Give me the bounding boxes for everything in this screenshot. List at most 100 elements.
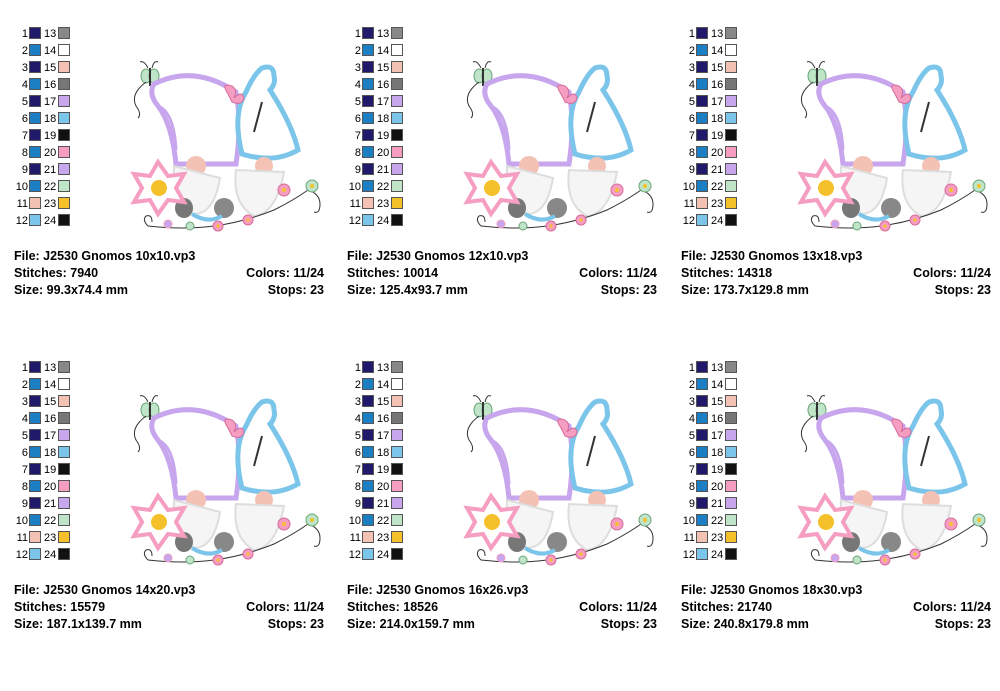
design-card-1[interactable]: 1 13 2 14 3 15 4 16 5 17 6 18 7 19 8 20 9 21 10 22 11 23 12 24	[14, 26, 334, 326]
color-swatch	[725, 95, 737, 107]
color-swatch	[696, 27, 708, 39]
color-swatch	[29, 497, 41, 509]
color-index: 5	[688, 96, 695, 108]
blue-gnome-hat	[902, 64, 968, 161]
design-size: Size: 240.8x179.8 mm	[681, 617, 809, 631]
color-swatch	[58, 429, 70, 441]
flower-vine	[814, 189, 976, 229]
flower-vine	[147, 523, 309, 563]
color-index: 5	[354, 96, 361, 108]
palette-row: 10 22	[681, 179, 761, 196]
design-card-3[interactable]: 1 13 2 14 3 15 4 16 5 17 6 18 7 19 8 20 9 21 10 22 11 23 12 24	[681, 26, 1000, 326]
color-index: 22	[44, 515, 57, 527]
palette-row: 4 16	[14, 77, 94, 94]
color-swatch	[725, 146, 737, 158]
color-swatch	[362, 214, 374, 226]
color-swatch	[29, 44, 41, 56]
color-swatch	[362, 429, 374, 441]
color-index: 11	[683, 198, 695, 210]
color-swatch	[362, 61, 374, 73]
color-swatch	[391, 27, 403, 39]
color-swatch	[362, 112, 374, 124]
color-index: 8	[21, 481, 28, 493]
color-swatch	[391, 95, 403, 107]
stop-count: Stops: 23	[600, 617, 657, 631]
palette-row: 10 22	[347, 513, 427, 530]
color-index: 14	[377, 45, 390, 57]
palette-row: 6 18	[14, 111, 94, 128]
color-swatch	[696, 361, 708, 373]
color-swatch	[29, 78, 41, 90]
color-index: 22	[44, 181, 57, 193]
color-swatch	[391, 378, 403, 390]
color-index: 10	[15, 181, 28, 193]
palette-row: 9 21	[681, 162, 761, 179]
palette-row: 5 17	[14, 428, 94, 445]
color-swatch	[29, 378, 41, 390]
color-index: 4	[688, 79, 695, 91]
color-index: 15	[711, 62, 724, 74]
color-index: 20	[44, 147, 57, 159]
palette-row: 3 15	[347, 60, 427, 77]
design-card-5[interactable]: 1 13 2 14 3 15 4 16 5 17 6 18 7 19 8 20 9 21 10 22 11 23 12 24	[347, 360, 667, 660]
color-index: 11	[683, 532, 695, 544]
color-swatch	[725, 27, 737, 39]
design-card-6[interactable]: 1 13 2 14 3 15 4 16 5 17 6 18 7 19 8 20 9 21 10 22 11 23 12 24	[681, 360, 1000, 660]
pink-butterfly-image	[224, 84, 245, 104]
palette-row: 6 18	[347, 445, 427, 462]
color-index: 1	[354, 362, 361, 374]
design-info: File: J2530 Gnomos 10x10.vp3 Stitches: 7…	[14, 248, 324, 299]
design-info: File: J2530 Gnomos 18x30.vp3 Stitches: 2…	[681, 582, 991, 633]
color-index: 10	[682, 181, 695, 193]
design-card-4[interactable]: 1 13 2 14 3 15 4 16 5 17 6 18 7 19 8 20 9 21 10 22 11 23 12 24	[14, 360, 334, 660]
color-index: 17	[711, 430, 724, 442]
palette-row: 9 21	[681, 496, 761, 513]
color-swatch	[696, 146, 708, 158]
color-swatch	[29, 361, 41, 373]
palette-row: 9 21	[347, 496, 427, 513]
palette-row: 7 19	[681, 462, 761, 479]
palette-row: 4 16	[681, 411, 761, 428]
pink-butterfly-image	[891, 418, 912, 438]
color-swatch	[696, 61, 708, 73]
palette-row: 9 21	[14, 496, 94, 513]
stitch-count: Stitches: 14318	[681, 266, 773, 280]
file-name: File: J2530 Gnomos 12x10.vp3	[347, 249, 529, 263]
color-index: 3	[21, 396, 28, 408]
color-index: 10	[682, 515, 695, 527]
color-swatch	[58, 395, 70, 407]
design-card-2[interactable]: 1 13 2 14 3 15 4 16 5 17 6 18 7 19 8 20 9 21 10 22 11 23 12 24	[347, 26, 667, 326]
color-swatch	[725, 514, 737, 526]
palette-row: 6 18	[681, 111, 761, 128]
palette-row: 6 18	[347, 111, 427, 128]
color-swatch	[29, 463, 41, 475]
color-index: 17	[44, 96, 57, 108]
color-index: 11	[349, 198, 361, 210]
color-swatch	[362, 480, 374, 492]
color-swatch	[696, 44, 708, 56]
color-swatch	[696, 531, 708, 543]
palette-row: 5 17	[14, 94, 94, 111]
pink-butterfly-image	[891, 84, 912, 104]
blue-gnome-hat	[568, 398, 634, 495]
color-swatch	[58, 514, 70, 526]
color-swatch	[58, 61, 70, 73]
color-index: 16	[377, 413, 390, 425]
blue-gnome-hat	[235, 398, 301, 495]
color-index: 23	[377, 532, 390, 544]
color-index: 11	[16, 198, 28, 210]
color-index: 4	[354, 79, 361, 91]
color-swatch	[29, 412, 41, 424]
palette-row: 7 19	[347, 462, 427, 479]
color-index: 9	[354, 164, 361, 176]
color-swatch	[362, 497, 374, 509]
color-index: 20	[711, 147, 724, 159]
color-swatch	[391, 531, 403, 543]
color-swatch	[696, 112, 708, 124]
color-index: 5	[354, 430, 361, 442]
color-index: 22	[711, 181, 724, 193]
color-swatch	[58, 214, 70, 226]
flower-vine	[147, 189, 309, 229]
butterfly-image	[133, 395, 160, 453]
color-swatch	[29, 95, 41, 107]
